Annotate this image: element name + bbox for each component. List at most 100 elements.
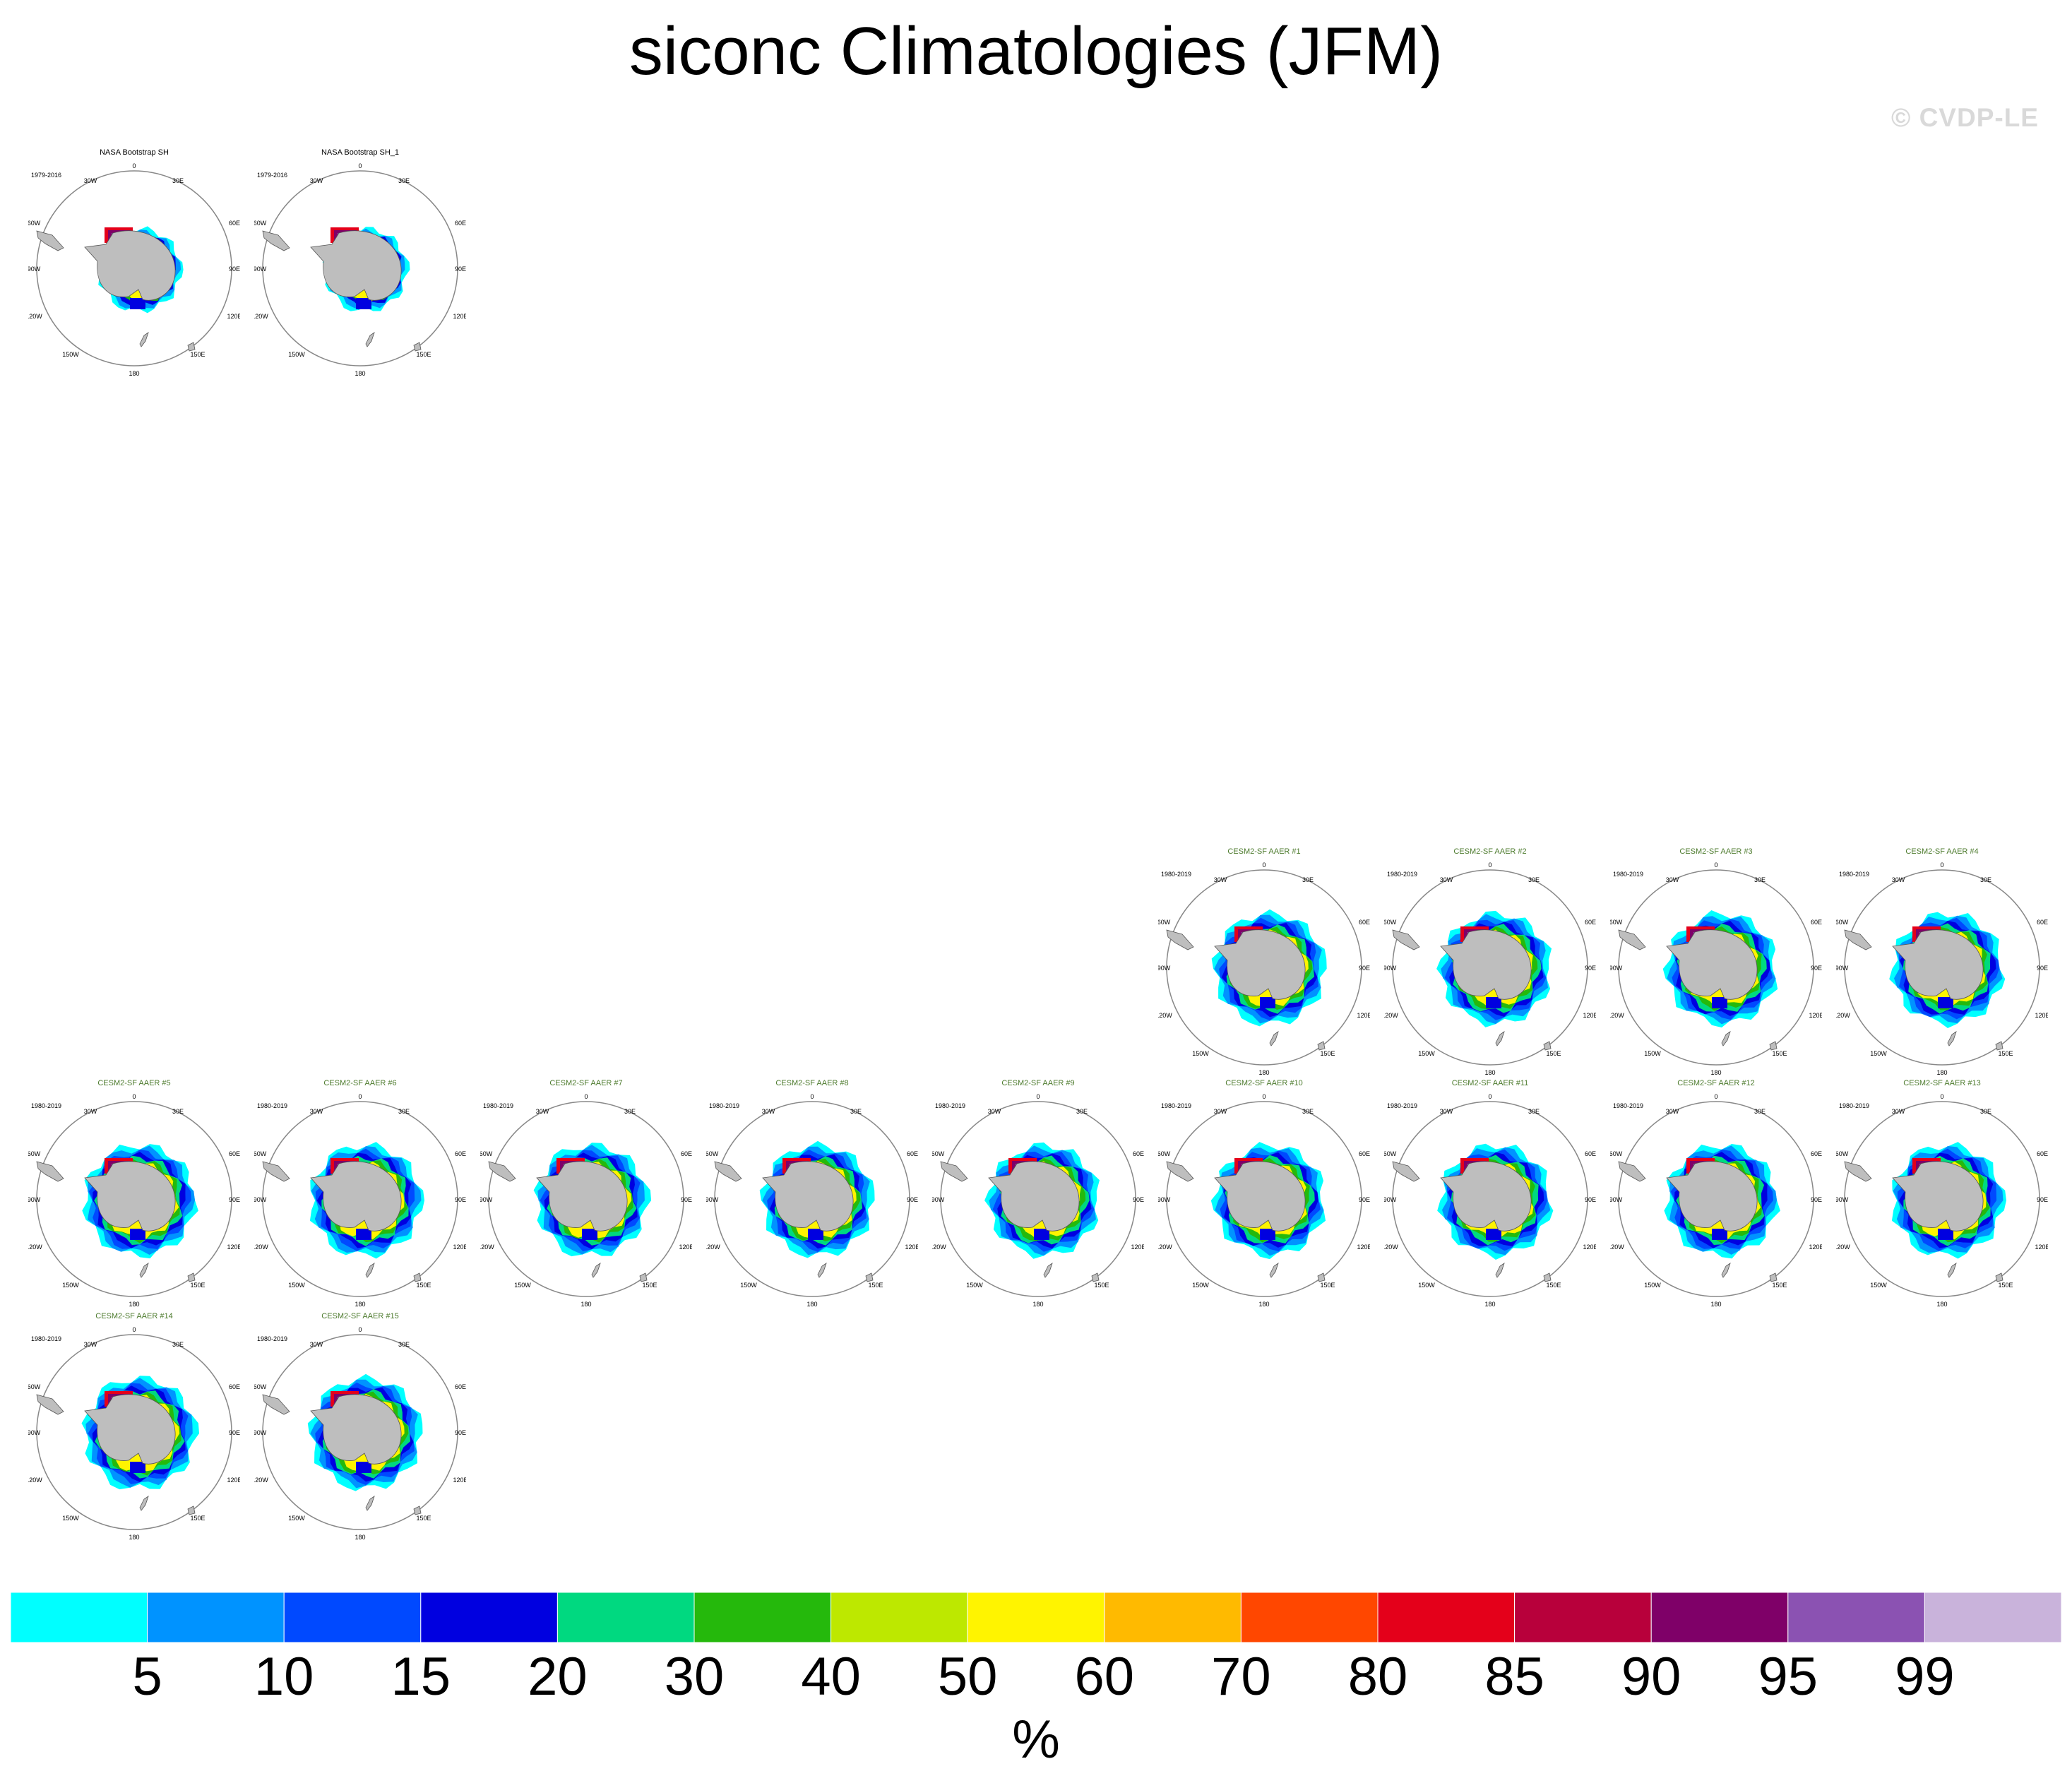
panel-period: 1980-2019 — [31, 1335, 61, 1342]
lon-label-90w: 90W — [480, 1196, 493, 1203]
colorbar-tick-label: 10 — [254, 1647, 314, 1707]
lon-label-180: 180 — [355, 370, 365, 377]
lon-label-150w: 150W — [62, 1515, 79, 1522]
tasmania-landmass — [1317, 1272, 1326, 1282]
map-panel: CESM2-SF AAER #5 1980-2019 0 30W 30E 60W 60E 90… — [28, 1075, 240, 1308]
polar-map: CESM2-SF AAER #7 1980-2019 0 30W 30E 60W 60E 90… — [480, 1079, 692, 1308]
lon-label-60e: 60E — [1133, 1150, 1144, 1157]
colorbar-tick-label: 99 — [1895, 1647, 1955, 1707]
antarctica-landmass — [1892, 929, 1984, 1000]
tasmania-landmass — [1995, 1272, 2003, 1282]
lon-label-30w: 30W — [1440, 876, 1453, 883]
lon-label-180: 180 — [129, 370, 139, 377]
lon-label-60w: 60W — [480, 1150, 493, 1157]
lon-label-180: 180 — [1936, 1301, 1947, 1308]
south-america-landmass — [1618, 929, 1646, 950]
lon-label-120w: 120W — [1610, 1244, 1624, 1251]
lon-label-120w: 120W — [1158, 1012, 1172, 1019]
lon-label-120e: 120E — [227, 1477, 240, 1484]
colorbar-swatch — [283, 1592, 422, 1642]
panel-title: CESM2-SF AAER #12 — [1677, 1079, 1754, 1087]
lon-label-60w: 60W — [1158, 919, 1171, 926]
lon-label-60w: 60W — [1610, 1150, 1623, 1157]
panel-title: NASA Bootstrap SH — [100, 148, 169, 157]
map-panel: CESM2-SF AAER #3 1980-2019 0 30W 30E 60W 60E 90… — [1610, 844, 1822, 1077]
new-zealand-landmass — [139, 1263, 149, 1278]
antarctica-landmass — [1666, 929, 1758, 1000]
lon-label-60w: 60W — [28, 1150, 41, 1157]
new-zealand-landmass — [1495, 1263, 1505, 1278]
polar-map: CESM2-SF AAER #2 1980-2019 0 30W 30E 60W 60E 90… — [1384, 847, 1596, 1076]
lon-label-120e: 120E — [1583, 1244, 1596, 1251]
colorbar-swatch — [147, 1592, 285, 1642]
new-zealand-landmass — [365, 1496, 375, 1511]
lon-label-0: 0 — [1036, 1093, 1040, 1100]
lon-label-150e: 150E — [1320, 1050, 1335, 1057]
lon-label-30e: 30E — [1528, 876, 1540, 883]
new-zealand-landmass — [1269, 1031, 1279, 1046]
lon-label-30e: 30E — [1754, 1108, 1766, 1115]
lon-label-120w: 120W — [28, 1244, 42, 1251]
map-panel: NASA Bootstrap SH 1979-2016 0 30W 30E 60W 60E 9… — [28, 145, 240, 378]
south-america-landmass — [1618, 1161, 1646, 1182]
lon-label-150e: 150E — [1998, 1050, 2013, 1057]
lon-label-150e: 150E — [416, 1515, 431, 1522]
polar-map: CESM2-SF AAER #13 1980-2019 0 30W 30E 60W 60E 9… — [1836, 1079, 2048, 1308]
lon-label-90w: 90W — [1836, 1196, 1849, 1203]
polar-map: CESM2-SF AAER #14 1980-2019 0 30W 30E 60W 60E 9… — [28, 1312, 240, 1541]
tasmania-landmass — [1543, 1272, 1552, 1282]
south-america-landmass — [262, 1161, 290, 1182]
lon-label-60w: 60W — [254, 1383, 267, 1390]
colorbar-tick-label: 20 — [528, 1647, 588, 1707]
lon-label-60e: 60E — [1585, 1150, 1596, 1157]
lon-label-120e: 120E — [1809, 1012, 1822, 1019]
lon-label-150e: 150E — [416, 351, 431, 358]
panel-period: 1979-2016 — [31, 172, 61, 179]
panel-title: NASA Bootstrap SH_1 — [321, 148, 399, 157]
colorbar-tick-label: 95 — [1758, 1647, 1818, 1707]
antarctica-landmass — [310, 230, 402, 301]
lon-label-120e: 120E — [905, 1244, 918, 1251]
ross-sea-ice — [1938, 997, 1953, 1008]
new-zealand-landmass — [365, 332, 375, 347]
south-america-landmass — [262, 230, 290, 251]
south-america-landmass — [1166, 929, 1194, 950]
lon-label-90e: 90E — [907, 1196, 918, 1203]
panel-title: CESM2-SF AAER #3 — [1679, 847, 1752, 856]
panel-period: 1980-2019 — [31, 1102, 61, 1109]
lon-label-60e: 60E — [1359, 919, 1370, 926]
polar-map: CESM2-SF AAER #4 1980-2019 0 30W 30E 60W 60E 90… — [1836, 847, 2048, 1076]
lon-label-0: 0 — [1940, 861, 1943, 869]
antarctica-landmass — [988, 1161, 1080, 1232]
lon-label-60e: 60E — [229, 1150, 240, 1157]
lon-label-150w: 150W — [1192, 1050, 1209, 1057]
new-zealand-landmass — [1947, 1263, 1957, 1278]
new-zealand-landmass — [1721, 1031, 1731, 1046]
new-zealand-landmass — [817, 1263, 827, 1278]
lon-label-90e: 90E — [681, 1196, 692, 1203]
tasmania-landmass — [413, 1505, 422, 1515]
tasmania-landmass — [413, 342, 422, 352]
lon-label-0: 0 — [1940, 1093, 1943, 1100]
lon-label-150e: 150E — [1094, 1282, 1109, 1289]
antarctica-landmass — [84, 1161, 176, 1232]
new-zealand-landmass — [1495, 1031, 1505, 1046]
colorbar-tick-label: 5 — [132, 1647, 162, 1707]
lon-label-180: 180 — [1484, 1301, 1495, 1308]
map-panel: CESM2-SF AAER #8 1980-2019 0 30W 30E 60W 60E 90… — [706, 1075, 918, 1308]
lon-label-90e: 90E — [1359, 965, 1370, 972]
lon-label-150e: 150E — [190, 1515, 205, 1522]
lon-label-150w: 150W — [1418, 1050, 1435, 1057]
lon-label-120e: 120E — [227, 1244, 240, 1251]
lon-label-30e: 30E — [172, 1108, 184, 1115]
panel-title: CESM2-SF AAER #4 — [1905, 847, 1978, 856]
new-zealand-landmass — [1721, 1263, 1731, 1278]
panel-title: CESM2-SF AAER #10 — [1225, 1079, 1302, 1087]
colorbar-tick-label: 85 — [1484, 1647, 1544, 1707]
lon-label-120e: 120E — [1357, 1244, 1370, 1251]
lon-label-30w: 30W — [1666, 876, 1679, 883]
colorbar-tick-label: 30 — [664, 1647, 725, 1707]
lon-label-150e: 150E — [416, 1282, 431, 1289]
south-america-landmass — [1844, 1161, 1872, 1182]
panel-title: CESM2-SF AAER #11 — [1452, 1079, 1529, 1087]
